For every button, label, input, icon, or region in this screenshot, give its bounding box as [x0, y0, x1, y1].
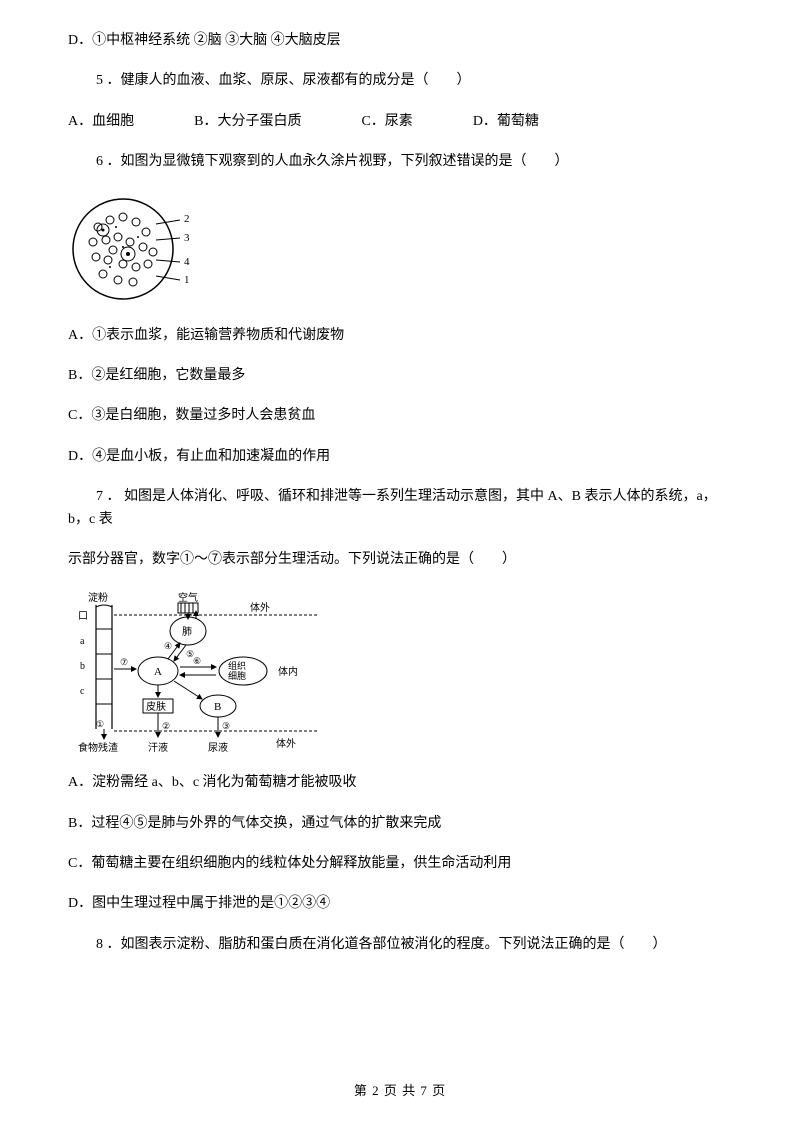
q7-lbl-n2: ② — [162, 721, 170, 731]
q6-label-4: 4 — [184, 256, 190, 268]
footer-page-current: 2 — [372, 1083, 380, 1098]
q6-label-3: 3 — [184, 232, 190, 244]
q5-option-b: B．大分子蛋白质 — [194, 111, 301, 133]
q7-option-d: D．图中生理过程中属于排泄的是①②③④ — [68, 893, 732, 915]
q7-lbl-c: c — [80, 686, 85, 697]
q7-lbl-dianfen: 淀粉 — [88, 591, 108, 604]
q7-lbl-n1: ① — [96, 719, 104, 729]
page-footer: 第 2 页 共 7 页 — [0, 1081, 800, 1102]
q7-lbl-tiwai2: 体外 — [276, 738, 296, 750]
q7-lbl-zuzhi2: 细胞 — [228, 670, 246, 681]
q6-stem: 6 ．如图为显微镜下观察到的人血永久涂片视野，下列叙述错误的是（ ） — [68, 151, 732, 173]
q5-option-d: D．葡萄糖 — [473, 111, 539, 133]
q5-stem: 5 ．健康人的血液、血浆、原尿、尿液都有的成分是（ ） — [68, 70, 732, 92]
q7-lbl-n7: ⑦ — [120, 657, 128, 667]
footer-suffix: 页 — [428, 1083, 446, 1098]
q5-option-a: A．血细胞 — [68, 111, 134, 133]
q7-option-a: A．淀粉需经 a、b、c 消化为葡萄糖才能被吸收 — [68, 772, 732, 794]
q5-option-c: C．尿素 — [361, 111, 412, 133]
q7-lbl-n3: ③ — [222, 721, 230, 731]
q7-figure: 淀粉 空气 体外 口 a b c 肺 A 组织 细胞 体内 皮肤 — [68, 589, 732, 754]
q5-options: A．血细胞 B．大分子蛋白质 C．尿素 D．葡萄糖 — [68, 111, 732, 133]
q7-lbl-tiwai1: 体外 — [250, 602, 270, 614]
q7-lbl-pifu: 皮肤 — [146, 700, 166, 713]
q8-stem: 8 ．如图表示淀粉、脂肪和蛋白质在消化道各部位被消化的程度。下列说法正确的是（ … — [68, 934, 732, 956]
q6-option-d: D．④是血小板，有止血和加速凝血的作用 — [68, 446, 732, 468]
q6-label-1: 1 — [184, 274, 190, 286]
q7-lbl-a: a — [80, 636, 85, 647]
q6-figure: 2 3 4 1 — [68, 192, 732, 307]
q7-stem-line2: 示部分器官，数字①～⑦表示部分生理活动。下列说法正确的是（ ） — [68, 549, 732, 571]
q7-lbl-fei: 肺 — [182, 626, 192, 638]
q6-option-a: A．①表示血浆，能运输营养物质和代谢废物 — [68, 325, 732, 347]
footer-mid: 页 共 — [380, 1083, 421, 1098]
q7-lbl-shiwu: 食物残渣 — [78, 741, 118, 754]
q7-option-c: C．葡萄糖主要在组织细胞内的线粒体处分解释放能量，供生命活动利用 — [68, 853, 732, 875]
footer-page-total: 7 — [420, 1083, 428, 1098]
q7-lbl-b: b — [80, 661, 85, 672]
q7-lbl-kongqi: 空气 — [178, 591, 198, 604]
q7-lbl-B: B — [214, 701, 221, 713]
q4-option-d: D．①中枢神经系统 ②脑 ③大脑 ④大脑皮层 — [68, 30, 732, 52]
q7-lbl-zuzhi1: 组织 — [228, 660, 246, 671]
q7-lbl-A: A — [154, 666, 162, 678]
footer-prefix: 第 — [354, 1083, 372, 1098]
q7-lbl-kou: 口 — [78, 611, 88, 622]
q6-label-2: 2 — [184, 213, 190, 225]
q7-lbl-n4: ④ — [164, 641, 172, 651]
q6-option-b: B．②是红细胞，它数量最多 — [68, 365, 732, 387]
q7-lbl-tinei: 体内 — [278, 665, 298, 678]
q6-option-c: C．③是白细胞，数量过多时人会患贫血 — [68, 405, 732, 427]
q7-lbl-niaoye: 尿液 — [208, 741, 228, 754]
q7-lbl-n6: ⑥ — [193, 656, 201, 666]
q7-stem-line1: 7 ． 如图是人体消化、呼吸、循环和排泄等一系列生理活动示意图，其中 A、B 表… — [68, 486, 732, 531]
q7-lbl-hanye: 汗液 — [148, 741, 168, 754]
q7-option-b: B．过程④⑤是肺与外界的气体交换，通过气体的扩散来完成 — [68, 813, 732, 835]
